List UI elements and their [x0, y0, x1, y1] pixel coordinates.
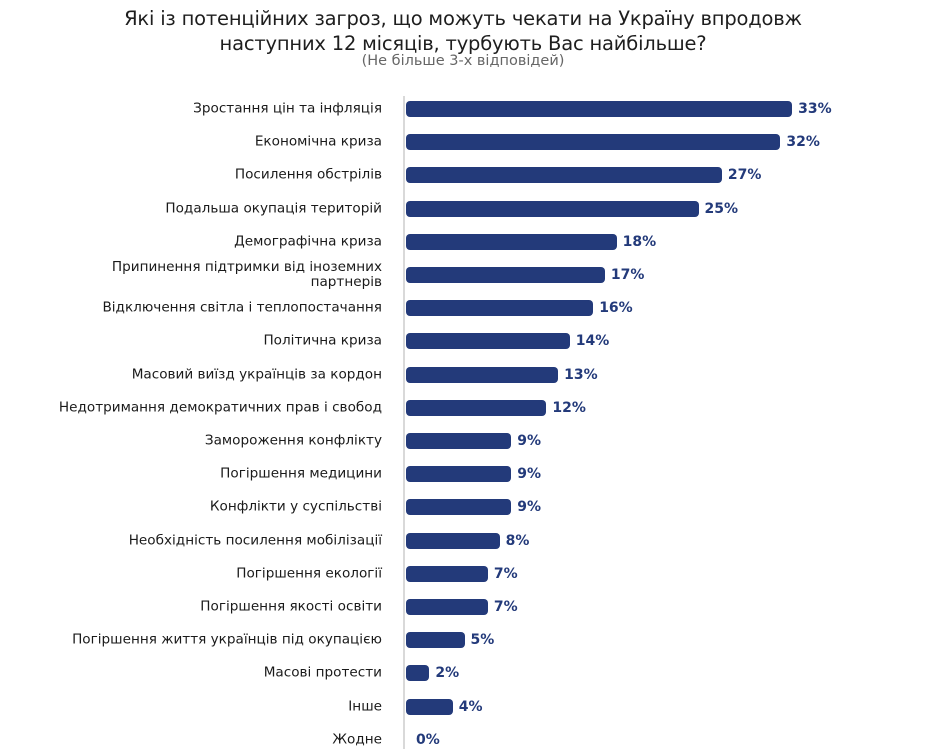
bar	[406, 399, 547, 416]
bar	[406, 167, 722, 184]
category-label: Відключення світла і теплопостачання	[102, 299, 382, 316]
bar	[406, 698, 453, 715]
bar-row: Замороження конфлікту 9%	[0, 425, 926, 458]
value-label: 33%	[798, 101, 832, 117]
value-label: 32%	[786, 134, 820, 151]
category-label: Політична криза	[263, 332, 382, 349]
value-label: 13%	[564, 366, 598, 383]
bar-row: Подальша окупація територій 25%	[0, 192, 926, 225]
bar	[406, 233, 617, 250]
chart-title: Які із потенційних загроз, що можуть чек…	[0, 6, 926, 56]
value-label: 2%	[435, 665, 460, 682]
bar	[406, 532, 500, 549]
value-label: 4%	[458, 698, 483, 715]
category-label: Погіршення якості освіти	[200, 598, 382, 615]
value-label: 9%	[517, 499, 542, 516]
bar	[406, 267, 605, 283]
value-label: 17%	[610, 267, 645, 283]
value-label: 14%	[575, 333, 610, 350]
category-label: Припинення підтримки від іноземних партн…	[111, 259, 382, 290]
bar	[406, 499, 512, 516]
bar	[406, 599, 488, 615]
category-label: Конфлікти у суспільстві	[209, 498, 382, 515]
value-label: 25%	[704, 200, 739, 217]
category-label: Економічна криза	[254, 133, 382, 150]
category-label: Демографічна криза	[234, 233, 382, 250]
category-label: Погіршення екології	[236, 565, 382, 582]
category-label: Недотримання демократичних прав і свобод	[58, 399, 382, 416]
value-label: 5%	[470, 632, 495, 649]
bar	[406, 366, 559, 383]
bar	[406, 200, 699, 217]
category-label: Зростання цін та інфляція	[193, 100, 382, 117]
bar-row: Недотримання демократичних прав і свобод…	[0, 391, 926, 424]
bar-row: Погіршення медицини 9%	[0, 458, 926, 491]
value-label: 9%	[517, 433, 542, 449]
category-label: Посилення обстрілів	[234, 166, 382, 183]
value-label: 27%	[727, 167, 762, 184]
bar	[406, 565, 488, 582]
category-label: Подальша окупація територій	[165, 200, 382, 217]
category-label: Інше	[348, 698, 382, 715]
y-axis-line	[403, 96, 405, 749]
value-label: 0%	[416, 731, 440, 748]
bar-row: Економічна криза 32%	[0, 126, 926, 159]
category-label: Масові протести	[263, 664, 382, 681]
category-label: Погіршення життя українців під окупацією	[72, 631, 382, 648]
bar-row: Зростання цін та інфляція 33%	[0, 93, 926, 126]
bar	[406, 333, 570, 350]
value-label: 16%	[599, 300, 633, 317]
bar-row: Інше 4%	[0, 690, 926, 723]
category-label: Жодне	[332, 731, 382, 748]
bar-row: Погіршення життя українців під окупацією…	[0, 624, 926, 657]
bar-row: Необхідність посилення мобілізації 8%	[0, 524, 926, 557]
bar-row: Припинення підтримки від іноземних партн…	[0, 259, 926, 292]
bar-row: Жодне 0%	[0, 723, 926, 756]
chart-title-line-2: наступних 12 місяців, турбують Вас найбі…	[219, 32, 707, 55]
bar-row: Відключення світла і теплопостачання 16%	[0, 292, 926, 325]
category-label: Масовий виїзд українців за кордон	[131, 366, 382, 383]
value-label: 18%	[622, 233, 657, 250]
value-label: 9%	[517, 466, 542, 483]
value-label: 12%	[552, 399, 586, 416]
bar-row: Масові протести 2%	[0, 657, 926, 690]
category-label: Погіршення медицини	[220, 465, 382, 482]
bar-row: Погіршення екології 7%	[0, 557, 926, 590]
bar-row: Політична криза 14%	[0, 325, 926, 358]
bar-row: Погіршення якості освіти 7%	[0, 591, 926, 624]
chart-title-line-1: Які із потенційних загроз, що можуть чек…	[124, 7, 802, 30]
value-label: 7%	[493, 599, 518, 615]
bar	[406, 466, 512, 483]
bar-row: Масовий виїзд українців за кордон 13%	[0, 358, 926, 391]
bar-row: Конфлікти у суспільстві 9%	[0, 491, 926, 524]
chart-subtitle: (Не більше 3-х відповідей)	[361, 53, 565, 69]
category-label: Необхідність посилення мобілізації	[128, 532, 382, 549]
bar	[406, 665, 430, 682]
value-label: 8%	[505, 532, 530, 549]
bar	[406, 300, 594, 317]
bar-row: Демографічна криза 18%	[0, 225, 926, 258]
bar	[406, 632, 465, 649]
value-label: 7%	[493, 565, 518, 582]
bar	[406, 433, 512, 449]
category-label: Замороження конфлікту	[204, 432, 382, 449]
bar	[406, 101, 793, 117]
bar	[406, 134, 781, 151]
bar-row: Посилення обстрілів 27%	[0, 159, 926, 192]
